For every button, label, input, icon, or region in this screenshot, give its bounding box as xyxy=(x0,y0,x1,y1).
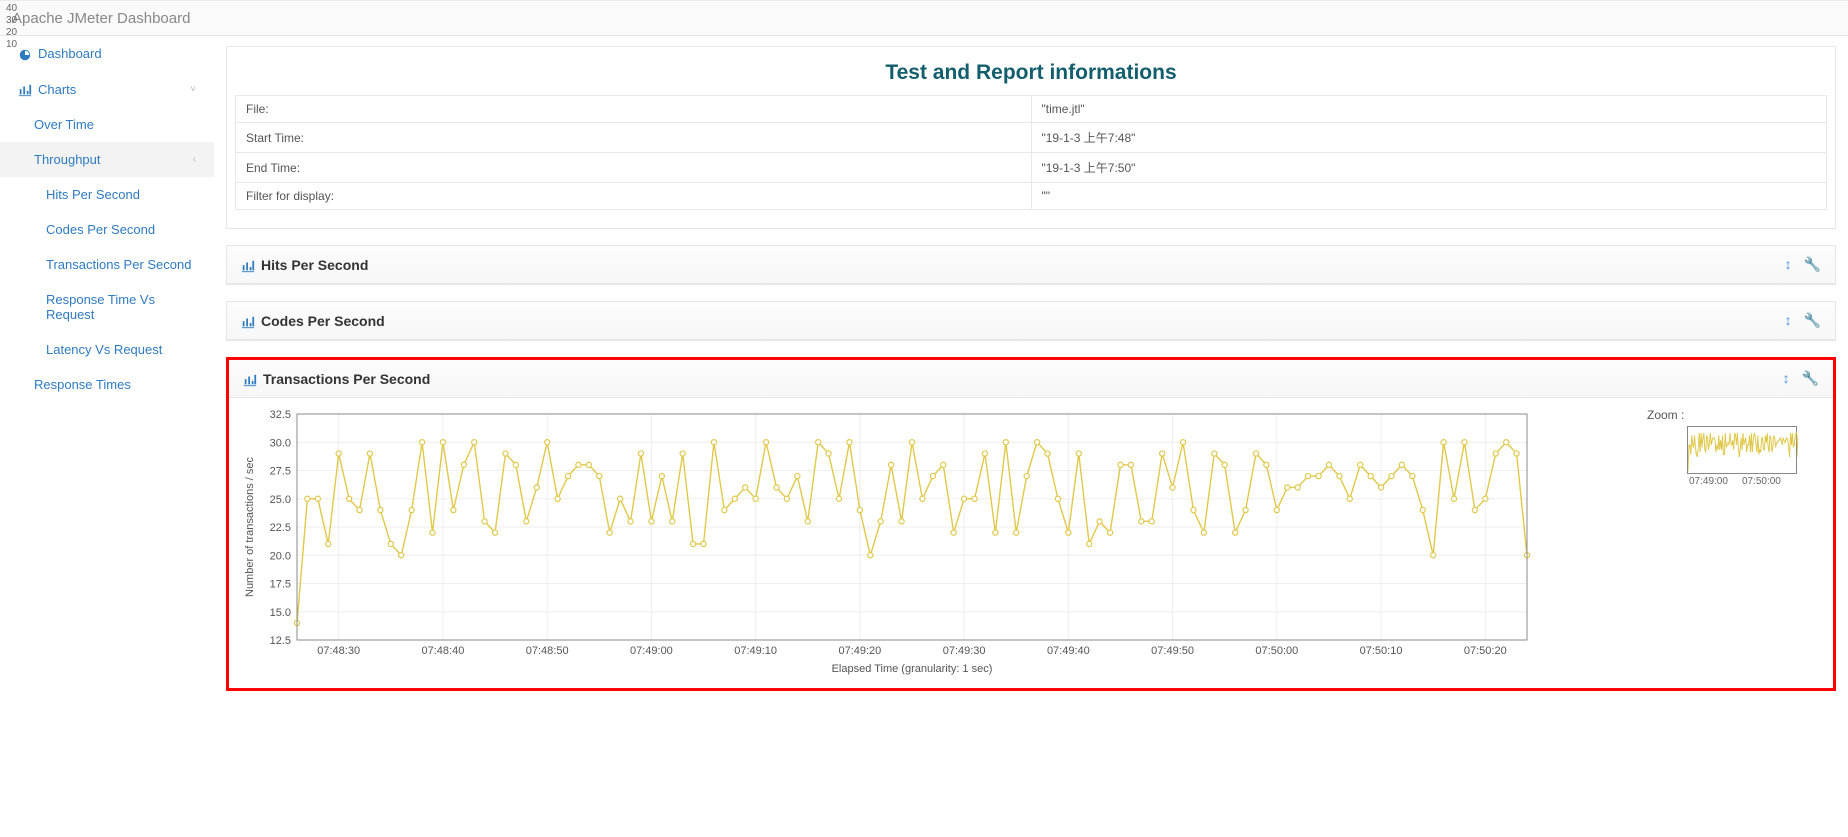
collapse-icon[interactable]: ↕ xyxy=(1785,256,1792,273)
svg-text:Number of transactions / sec: Number of transactions / sec xyxy=(244,457,256,598)
sidebar-item-label: Response Time Vs Request xyxy=(46,292,196,322)
sidebar-item-transactions-per-second[interactable]: Transactions Per Second xyxy=(0,247,214,282)
mini-xticks: 07:49:00 07:50:00 xyxy=(1689,476,1817,487)
svg-text:07:49:10: 07:49:10 xyxy=(734,645,777,657)
info-table: File:"time.jtl"Start Time:"19-1-3 上午7:48… xyxy=(235,95,1827,210)
main-content: Test and Report informations File:"time.… xyxy=(214,36,1848,727)
svg-text:07:49:50: 07:49:50 xyxy=(1151,645,1194,657)
svg-text:22.5: 22.5 xyxy=(270,522,291,534)
zoom-label: Zoom : xyxy=(1647,408,1817,422)
svg-text:07:49:20: 07:49:20 xyxy=(838,645,881,657)
dashboard-icon xyxy=(18,46,32,62)
sidebar-item-label: Over Time xyxy=(34,117,94,132)
collapse-icon[interactable]: ↕ xyxy=(1783,370,1790,387)
svg-text:07:49:00: 07:49:00 xyxy=(630,645,673,657)
hits-panel: Hits Per Second ↕ 🔧 xyxy=(226,245,1836,285)
sidebar: Dashboard Charts ˅ Over Time Throughput ‹ Hits… xyxy=(0,36,214,402)
chevron-down-icon: ˅ xyxy=(190,84,196,95)
info-panel-title: Test and Report informations xyxy=(227,47,1835,95)
mini-chart[interactable] xyxy=(1687,426,1797,474)
svg-text:Elapsed Time (granularity: 1 s: Elapsed Time (granularity: 1 sec) xyxy=(832,663,993,675)
svg-text:27.5: 27.5 xyxy=(270,466,291,478)
info-value: "time.jtl" xyxy=(1031,96,1827,123)
sidebar-item-label: Codes Per Second xyxy=(46,222,155,237)
sidebar-item-latency-vs-request[interactable]: Latency Vs Request xyxy=(0,332,214,367)
info-value: "" xyxy=(1031,183,1827,210)
svg-text:17.5: 17.5 xyxy=(270,579,291,591)
svg-text:07:48:30: 07:48:30 xyxy=(317,645,360,657)
table-row: File:"time.jtl" xyxy=(236,96,1827,123)
bar-chart-icon xyxy=(18,82,32,98)
sidebar-item-hits-per-second[interactable]: Hits Per Second xyxy=(0,177,214,212)
info-key: Filter for display: xyxy=(236,183,1032,210)
sidebar-item-label: Charts xyxy=(38,82,76,97)
sidebar-item-label: Dashboard xyxy=(38,46,102,61)
svg-text:15.0: 15.0 xyxy=(270,607,291,619)
top-bar: Apache JMeter Dashboard xyxy=(0,0,1848,36)
tps-panel-title: Transactions Per Second xyxy=(263,371,430,387)
sidebar-item-label: Hits Per Second xyxy=(46,187,140,202)
svg-text:07:49:30: 07:49:30 xyxy=(943,645,986,657)
bar-chart-icon xyxy=(241,312,255,328)
info-value: "19-1-3 上午7:50" xyxy=(1031,153,1827,183)
info-key: Start Time: xyxy=(236,123,1032,153)
svg-text:12.5: 12.5 xyxy=(270,635,291,647)
codes-panel: Codes Per Second ↕ 🔧 xyxy=(226,301,1836,341)
svg-text:07:49:40: 07:49:40 xyxy=(1047,645,1090,657)
sidebar-item-response-times[interactable]: Response Times xyxy=(0,367,214,402)
zoom-panel: Zoom : 40 30 20 10 07:49:00 xyxy=(1647,406,1817,487)
app-title: Apache JMeter Dashboard xyxy=(12,10,190,27)
codes-panel-title: Codes Per Second xyxy=(261,313,385,329)
svg-text:07:48:40: 07:48:40 xyxy=(422,645,465,657)
panel-tools: ↕ 🔧 xyxy=(1785,312,1821,329)
svg-text:20.0: 20.0 xyxy=(270,550,291,562)
bar-chart-icon xyxy=(243,370,257,386)
tps-chart-area: 12.5 15.0 17.5 20.0 22.5 25.0 27.5 30.0 32.5 07:4… xyxy=(229,398,1833,688)
svg-text:30.0: 30.0 xyxy=(270,437,291,449)
sidebar-item-throughput[interactable]: Throughput ‹ xyxy=(0,142,214,177)
svg-text:32.5: 32.5 xyxy=(270,409,291,421)
table-row: Start Time:"19-1-3 上午7:48" xyxy=(236,123,1827,153)
panel-tools: ↕ 🔧 xyxy=(1783,370,1819,387)
wrench-icon[interactable]: 🔧 xyxy=(1804,256,1821,273)
info-key: File: xyxy=(236,96,1032,123)
sidebar-item-charts[interactable]: Charts ˅ xyxy=(0,72,214,108)
collapse-icon[interactable]: ↕ xyxy=(1785,312,1792,329)
wrench-icon[interactable]: 🔧 xyxy=(1804,312,1821,329)
sidebar-item-over-time[interactable]: Over Time xyxy=(0,107,214,142)
mini-yticks: 40 30 20 10 xyxy=(6,3,17,51)
tps-panel: Transactions Per Second ↕ 🔧 12.5 15.0 17.5… xyxy=(226,357,1836,691)
info-key: End Time: xyxy=(236,153,1032,183)
svg-text:25.0: 25.0 xyxy=(270,494,291,506)
sidebar-item-label: Throughput xyxy=(34,152,101,167)
info-value: "19-1-3 上午7:48" xyxy=(1031,123,1827,153)
sidebar-item-label: Latency Vs Request xyxy=(46,342,162,357)
sidebar-item-response-time-vs-request[interactable]: Response Time Vs Request xyxy=(0,282,214,332)
sidebar-item-label: Transactions Per Second xyxy=(46,257,191,272)
table-row: End Time:"19-1-3 上午7:50" xyxy=(236,153,1827,183)
sidebar-item-label: Response Times xyxy=(34,377,131,392)
svg-text:07:50:20: 07:50:20 xyxy=(1464,645,1507,657)
nav-list: Dashboard Charts ˅ Over Time Throughput ‹ Hits… xyxy=(0,36,214,402)
info-panel: Test and Report informations File:"time.… xyxy=(226,46,1836,229)
tps-chart[interactable]: 12.5 15.0 17.5 20.0 22.5 25.0 27.5 30.0 32.5 07:4… xyxy=(237,406,1537,676)
sidebar-item-dashboard[interactable]: Dashboard xyxy=(0,36,214,72)
svg-text:07:50:10: 07:50:10 xyxy=(1360,645,1403,657)
panel-tools: ↕ 🔧 xyxy=(1785,256,1821,273)
svg-text:07:48:50: 07:48:50 xyxy=(526,645,569,657)
wrench-icon[interactable]: 🔧 xyxy=(1802,370,1819,387)
table-row: Filter for display:"" xyxy=(236,183,1827,210)
svg-text:07:50:00: 07:50:00 xyxy=(1255,645,1298,657)
hits-panel-title: Hits Per Second xyxy=(261,257,368,273)
sidebar-item-codes-per-second[interactable]: Codes Per Second xyxy=(0,212,214,247)
chevron-left-icon: ‹ xyxy=(193,154,196,165)
bar-chart-icon xyxy=(241,256,255,272)
